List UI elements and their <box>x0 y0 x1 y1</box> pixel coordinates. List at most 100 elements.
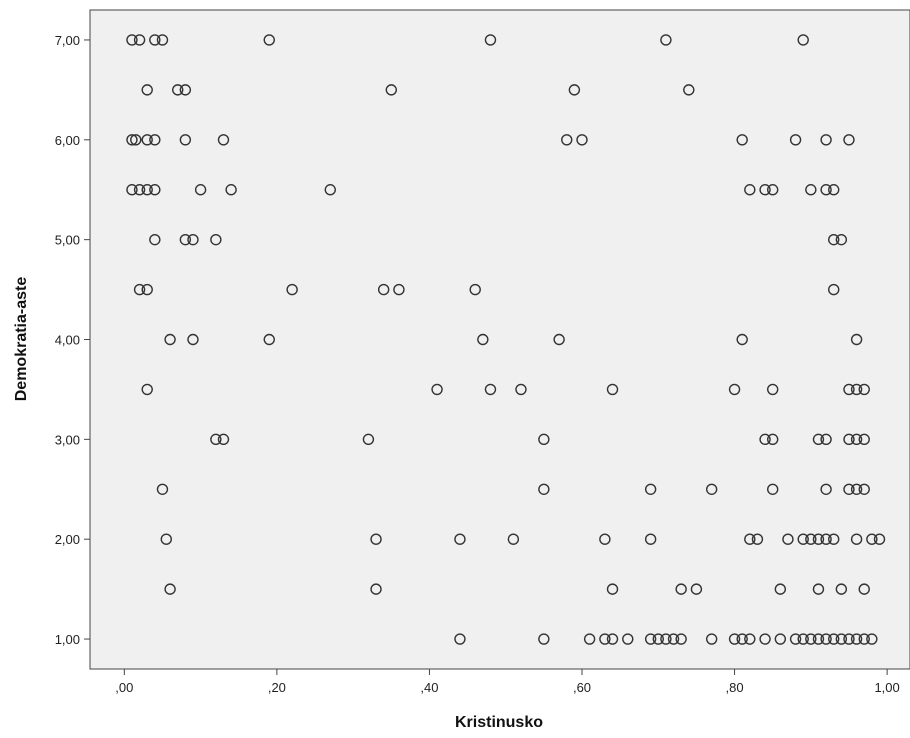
data-point <box>156 483 169 495</box>
data-point <box>774 583 787 595</box>
data-point <box>194 184 207 196</box>
data-point <box>599 633 611 645</box>
data-point <box>843 134 855 146</box>
data-point <box>858 583 870 595</box>
data-point <box>820 134 832 146</box>
data-point <box>751 533 764 545</box>
data-point <box>370 533 382 545</box>
data-point <box>149 233 161 246</box>
data-point <box>484 383 497 396</box>
data-point <box>675 583 687 595</box>
data-point <box>644 483 657 495</box>
data-point <box>599 533 611 545</box>
data-point <box>820 483 832 495</box>
data-point <box>583 633 596 645</box>
data-point <box>843 483 855 495</box>
data-point <box>858 383 870 396</box>
data-point <box>759 433 771 446</box>
data-point <box>187 333 199 346</box>
data-point <box>828 533 840 545</box>
data-point <box>393 283 405 296</box>
data-point <box>179 134 192 146</box>
data-point <box>660 34 672 46</box>
data-point <box>759 633 771 645</box>
data-point <box>553 333 565 346</box>
data-point <box>644 533 657 545</box>
data-point <box>866 533 878 545</box>
data-point <box>141 383 153 396</box>
x-axis: ,00 ,20 ,40 ,60 ,80 1,00 <box>115 669 900 695</box>
data-point <box>759 184 771 196</box>
data-point <box>820 633 832 645</box>
data-point <box>507 533 520 545</box>
data-point <box>210 433 222 446</box>
data-point <box>782 533 794 545</box>
data-point <box>133 34 146 46</box>
data-point <box>141 184 153 196</box>
data-point <box>828 633 840 645</box>
data-point <box>820 533 832 545</box>
data-point <box>538 433 550 446</box>
data-point <box>667 633 680 645</box>
data-point <box>179 84 192 96</box>
data-point <box>789 633 802 645</box>
y-tick-label: 3,00 <box>55 432 80 447</box>
data-point <box>141 134 153 146</box>
data-point <box>187 233 199 246</box>
data-point <box>644 633 657 645</box>
data-point <box>164 333 176 346</box>
data-point <box>828 283 840 296</box>
data-point <box>850 533 863 545</box>
data-point <box>766 433 779 446</box>
data-point <box>606 383 619 396</box>
data-point <box>606 633 619 645</box>
data-point <box>797 34 809 46</box>
data-point <box>141 84 153 96</box>
data-point <box>843 383 855 396</box>
data-point <box>377 283 390 296</box>
data-point <box>263 34 275 46</box>
x-tick-label: ,60 <box>573 680 591 695</box>
data-point <box>675 633 687 645</box>
data-point <box>812 583 825 595</box>
data-point <box>568 84 581 96</box>
data-point <box>538 633 550 645</box>
data-point <box>766 483 779 495</box>
data-point <box>210 233 222 246</box>
data-point <box>850 383 863 396</box>
data-point <box>866 633 878 645</box>
y-axis-title: Demokratia-aste <box>13 277 30 402</box>
x-tick-label: ,40 <box>420 680 438 695</box>
data-point <box>477 333 489 346</box>
y-tick-label: 7,00 <box>55 33 80 48</box>
data-point <box>561 134 573 146</box>
data-point <box>873 533 886 545</box>
data-point <box>133 184 146 196</box>
data-point <box>362 433 375 446</box>
data-point <box>744 633 756 645</box>
data-points <box>126 34 886 645</box>
data-point <box>652 633 664 645</box>
x-axis-title: Kristinusko <box>455 714 543 731</box>
data-point <box>805 633 817 645</box>
y-tick-label: 6,00 <box>55 133 80 148</box>
data-point <box>766 383 779 396</box>
data-point <box>130 134 142 146</box>
data-point <box>843 633 855 645</box>
data-point <box>805 533 817 545</box>
data-point <box>789 134 802 146</box>
data-point <box>736 134 748 146</box>
data-point <box>744 184 756 196</box>
data-point <box>324 184 336 196</box>
data-point <box>126 184 138 196</box>
y-tick-label: 4,00 <box>55 333 80 348</box>
data-point <box>454 633 466 645</box>
plot-area <box>89 9 910 670</box>
y-tick-label: 2,00 <box>55 532 80 547</box>
x-tick-label: ,00 <box>115 680 133 695</box>
data-point <box>835 233 848 246</box>
data-point <box>812 533 825 545</box>
data-point <box>728 383 741 396</box>
data-point <box>164 583 176 595</box>
